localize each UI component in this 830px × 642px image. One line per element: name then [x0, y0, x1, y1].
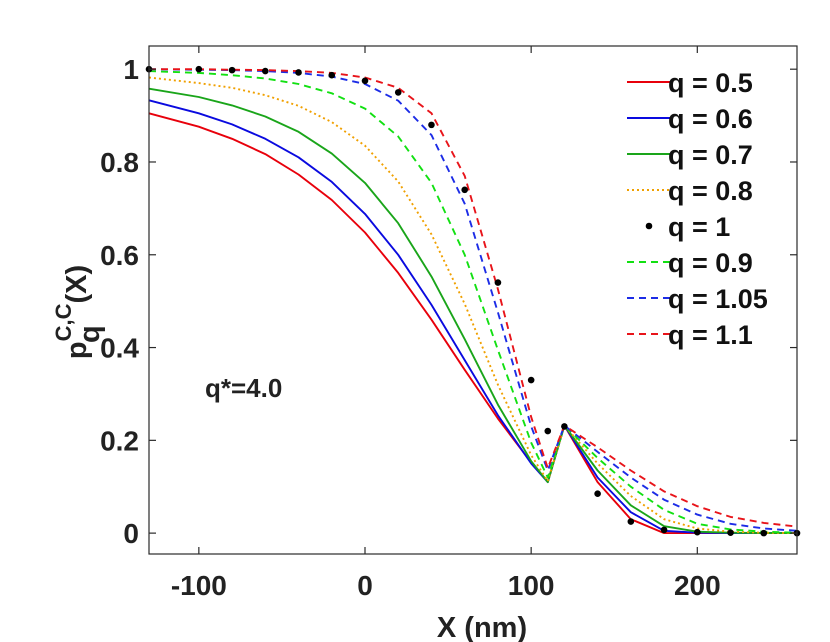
series-line-q-0-5	[148, 112, 797, 535]
x-tick-label: 100	[508, 570, 555, 601]
data-point	[461, 186, 468, 194]
legend: q = 0.5 q = 0.6 q = 0.7 q = 0.8 q = 1 q = 0.9…	[627, 68, 768, 350]
data-point	[195, 65, 203, 73]
y-axis-label: pC,C(X) q	[51, 265, 106, 359]
y-axis-label-sub: q	[74, 325, 106, 343]
svg-text:pC,C(X): pC,C(X)	[51, 265, 93, 359]
data-point	[262, 67, 269, 75]
legend-label: q = 0.9	[668, 248, 753, 278]
data-point	[527, 376, 535, 384]
data-point	[544, 427, 552, 435]
series-line-q-0-7	[148, 87, 797, 535]
legend-item-q-1-1: q = 1.1	[627, 320, 753, 350]
legend-label: q = 0.8	[668, 176, 753, 206]
x-tick-label: 200	[674, 570, 721, 601]
y-tick-label: 0.8	[100, 147, 139, 178]
data-point	[428, 121, 435, 129]
y-tick-label: 0.2	[100, 425, 139, 456]
legend-label: q = 1.05	[668, 284, 768, 314]
legend-item-q-0-6: q = 0.6	[627, 104, 753, 134]
y-tick-label: 0	[123, 518, 139, 549]
data-point	[594, 490, 601, 497]
series-line-q-0-8	[148, 76, 798, 535]
data-point	[660, 526, 668, 534]
data-point	[627, 518, 635, 525]
legend-item-q-1-05: q = 1.05	[627, 284, 768, 314]
legend-item-q-1: q = 1	[645, 212, 730, 242]
legend-item-q-0-8: q = 0.8	[627, 176, 753, 206]
series-q-1	[145, 65, 801, 537]
plot-lines	[145, 65, 801, 537]
x-tick-label: 0	[357, 570, 373, 601]
data-point	[228, 66, 236, 74]
legend-item-q-0-7: q = 0.7	[627, 140, 753, 170]
data-point	[727, 529, 734, 536]
y-tick-label: 1	[123, 54, 139, 85]
data-point	[361, 77, 369, 85]
x-tick-label: -100	[171, 570, 227, 601]
data-point	[328, 71, 336, 79]
legend-label: q = 1.1	[668, 320, 753, 350]
legend-item-q-0-9: q = 0.9	[627, 248, 753, 278]
series-line-q-1-05	[148, 68, 798, 532]
y-axis-label-sup: C,C	[51, 303, 76, 341]
y-axis-label-suffix: (X)	[61, 265, 93, 304]
legend-marker	[645, 222, 653, 230]
legend-item-q-0-5: q = 0.5	[627, 68, 753, 98]
x-axis: -100 0 100 200	[171, 46, 721, 601]
legend-label: q = 0.5	[668, 68, 753, 98]
data-point	[494, 279, 502, 286]
y-tick-label: 0.6	[100, 240, 139, 271]
data-point	[295, 69, 302, 76]
y-axis: 0 0.2 0.4 0.6 0.8 1	[100, 54, 797, 549]
series-line-q-1-1	[149, 68, 798, 528]
series-line-q-0-6	[148, 99, 797, 535]
annotation-qstar: q*=4.0	[205, 373, 282, 403]
data-point	[394, 89, 402, 96]
legend-label: q = 0.6	[668, 104, 753, 134]
x-axis-label: X (nm)	[437, 612, 527, 642]
data-point	[760, 529, 768, 537]
y-tick-label: 0.4	[100, 333, 139, 364]
plot-frame	[148, 45, 798, 555]
legend-label: q = 1	[668, 212, 730, 242]
data-point	[694, 528, 701, 536]
legend-label: q = 0.7	[668, 140, 753, 170]
data-point	[561, 423, 568, 430]
y-axis-label-base: p	[61, 341, 93, 359]
